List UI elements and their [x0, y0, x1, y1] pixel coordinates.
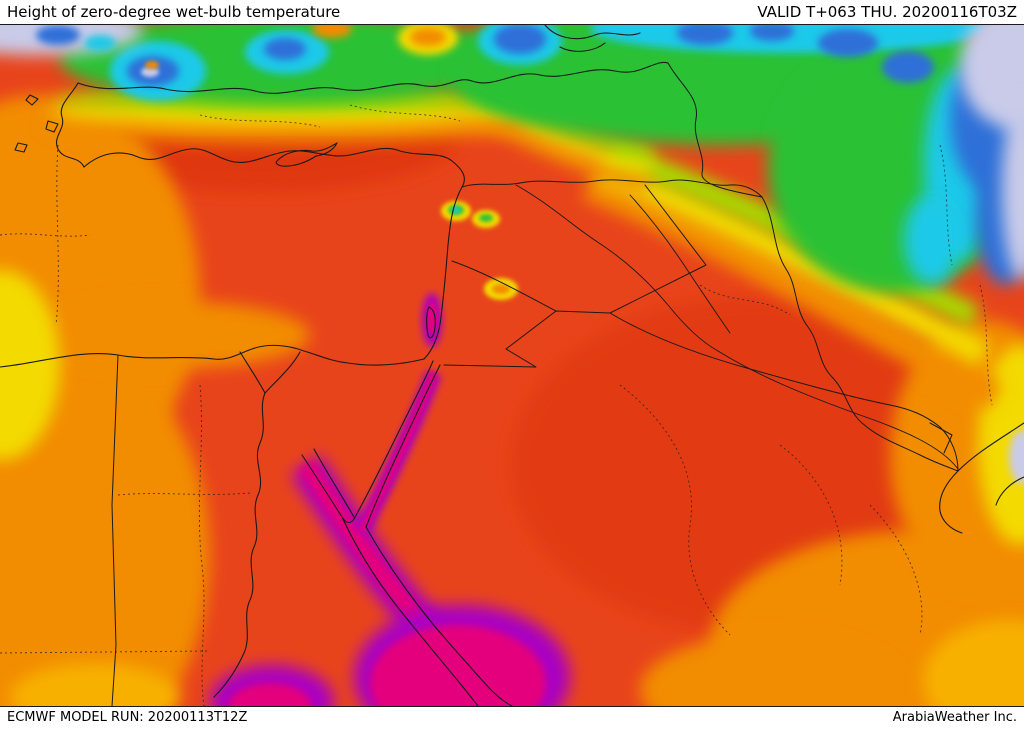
turkey-syria-border: [461, 179, 763, 198]
egypt-libya-border: [111, 354, 119, 706]
nile-delta-branch: [239, 351, 266, 394]
euphrates-river: [515, 184, 719, 352]
nile-river: [213, 392, 266, 698]
coastlines: [0, 25, 1024, 706]
admin-borders-dotted: [0, 104, 993, 706]
black-sea-coast: [77, 61, 669, 94]
gulf-of-suez-west-shore: [301, 454, 343, 518]
persian-gulf-south-shore: [995, 476, 1024, 506]
kuwait-border: [929, 422, 953, 454]
attribution-label: ArabiaWeather Inc.: [892, 710, 1017, 725]
syria-iraq-border: [609, 184, 707, 314]
gulf-of-suez-east-shore: [313, 448, 355, 518]
egypt-north-coast: [0, 344, 425, 368]
crimea-azov-coast: [544, 25, 641, 40]
weather-map: [0, 25, 1024, 706]
iran-iraq-border: [761, 196, 959, 472]
levant-coast: [423, 186, 463, 360]
gulf-of-aqaba-east-shore: [365, 364, 441, 528]
azov-coast: [559, 42, 606, 52]
aegean-coast: [56, 82, 85, 168]
shatt-al-arab: [717, 350, 959, 470]
aegean-island: [25, 94, 39, 106]
turkey-south-coast: [83, 147, 465, 188]
wet-bulb-height-field-svg: [0, 25, 1024, 706]
turkey-east-border: [667, 62, 763, 198]
aegean-island: [45, 120, 59, 133]
temperature-field: [0, 25, 1024, 706]
nile-delta-branch: [264, 351, 301, 394]
footer-bar: ECMWF MODEL RUN: 20200113T12Z ArabiaWeat…: [0, 706, 1024, 728]
red-sea-east-coast: [365, 526, 513, 706]
aegean-island: [14, 142, 28, 153]
jordan-saudi-border: [443, 310, 611, 368]
tigris-river: [629, 194, 731, 334]
red-sea-west-coast: [341, 516, 479, 706]
syria-jordan-border: [451, 260, 557, 312]
map-title: Height of zero-degree wet-bulb temperatu…: [7, 3, 341, 21]
header-bar: Height of zero-degree wet-bulb temperatu…: [0, 0, 1024, 25]
persian-gulf-coast: [939, 422, 1024, 534]
valid-time: VALID T+063 THU. 20200116T03Z: [757, 3, 1017, 21]
model-run-label: ECMWF MODEL RUN: 20200113T12Z: [7, 710, 248, 725]
country-borders: [111, 62, 959, 706]
gulf-of-aqaba-west-shore: [353, 360, 434, 520]
cyprus-coast: [275, 142, 338, 167]
dead-sea-shore: [426, 306, 436, 339]
